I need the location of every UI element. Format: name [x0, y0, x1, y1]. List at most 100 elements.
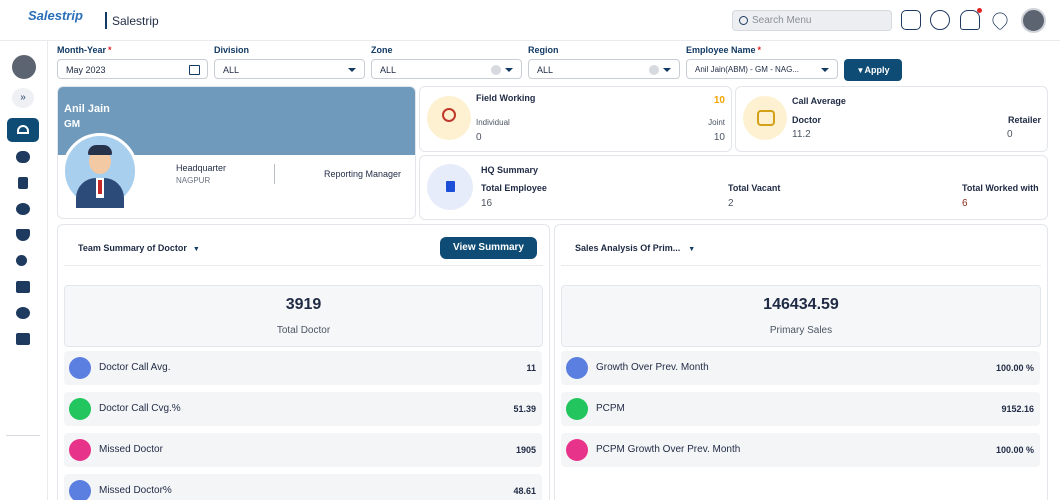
filter-label: Region — [528, 45, 559, 55]
dashboard-nav[interactable] — [7, 118, 39, 142]
item-label: Total Vacant — [728, 183, 781, 193]
card-title: Call Average — [792, 96, 846, 106]
row-label: Doctor Call Avg. — [99, 362, 171, 373]
book-icon — [446, 181, 455, 192]
pin-icon — [442, 108, 456, 122]
row-label: Doctor Call Cvg.% — [99, 403, 181, 414]
filter-value: ALL — [380, 65, 397, 75]
card-title: Field Working — [476, 93, 536, 103]
nav-settings[interactable] — [16, 255, 27, 266]
total-label: Primary Sales — [769, 325, 833, 336]
field-total: 10 — [713, 95, 725, 106]
division-select[interactable]: ALL — [214, 59, 365, 79]
field-icon — [427, 96, 471, 140]
expand-button[interactable]: » — [12, 88, 34, 108]
brand-logo[interactable]: Salestrip — [28, 8, 83, 23]
nav-shield[interactable] — [16, 229, 30, 241]
nav-like[interactable] — [16, 281, 30, 293]
required-mark: * — [757, 45, 762, 55]
row-label: Growth Over Prev. Month — [596, 362, 709, 373]
favorite-icon[interactable] — [989, 9, 1011, 31]
total-box: 3919 Total Doctor — [64, 285, 543, 347]
search-placeholder: Search Menu — [752, 15, 812, 26]
sales-dropdown[interactable]: Sales Analysis Of Prim... ▼ — [575, 243, 695, 253]
row-value: 100.00 % — [995, 445, 1034, 455]
shirt — [96, 178, 104, 198]
team-dropdown[interactable]: Team Summary of Doctor ▼ — [78, 243, 200, 253]
metric-row: Missed Doctor% 48.61 — [64, 474, 542, 500]
joint-label: Joint — [708, 118, 725, 127]
required-mark: * — [108, 45, 112, 55]
filter-label: Employee Name * — [686, 45, 761, 55]
filter-value: Anil Jain(ABM) - GM - NAG... — [695, 65, 800, 74]
row-value: 48.61 — [513, 486, 536, 496]
profile-designation: GM — [64, 119, 81, 130]
caret — [348, 68, 356, 72]
nav-pie[interactable] — [16, 203, 30, 215]
sidebar-divider — [6, 435, 40, 436]
individual-value: 0 — [476, 132, 482, 143]
metric-row: Doctor Call Cvg.% 51.39 — [64, 392, 542, 426]
apply-button[interactable]: ▼Apply — [844, 59, 902, 81]
nav-database[interactable] — [16, 151, 30, 163]
user-avatar[interactable] — [1021, 8, 1046, 33]
item-label: Total Worked with — [962, 183, 1039, 193]
divider — [105, 12, 107, 29]
metric-row: PCPM 9152.16 — [561, 392, 1040, 426]
total-label: Total Doctor — [276, 325, 331, 336]
row-value: 100.00 % — [995, 363, 1034, 373]
clear-icon[interactable] — [491, 65, 501, 75]
filter-value: ALL — [537, 65, 554, 75]
caret: ▼ — [688, 246, 696, 253]
row-value: 11 — [526, 363, 536, 373]
total-value: 3919 — [285, 296, 322, 313]
nav-sort[interactable] — [18, 177, 28, 189]
nav-report[interactable] — [16, 333, 30, 345]
metric-row: Doctor Call Avg. 11 — [64, 351, 542, 385]
calendar-icon — [189, 65, 200, 75]
caret — [505, 68, 513, 72]
chat-icon[interactable] — [930, 10, 950, 30]
zone-select[interactable]: ALL — [371, 59, 522, 79]
profile-photo — [62, 133, 138, 209]
doctor-value: 11.2 — [792, 129, 811, 140]
reporting-manager-label: Reporting Manager — [324, 169, 402, 179]
month-year-input[interactable]: May 2023 — [57, 59, 208, 79]
joint-value: 10 — [713, 132, 725, 143]
row-icon — [566, 357, 588, 379]
search-box[interactable]: Search Menu — [732, 10, 892, 31]
team-summary-panel: Team Summary of Doctor ▼ View Summary 391… — [57, 224, 550, 500]
region-select[interactable]: ALL — [528, 59, 680, 79]
hq-value: NAGPUR — [176, 176, 211, 185]
row-icon — [69, 398, 91, 420]
hq-icon — [427, 164, 473, 210]
item-value: 2 — [728, 198, 734, 209]
caret — [663, 68, 671, 72]
apply-label: Apply — [864, 65, 890, 75]
hq-summary-card: HQ Summary Total Employee 16 Total Vacan… — [419, 155, 1048, 220]
sales-analysis-panel: Sales Analysis Of Prim... ▼ 146434.59 Pri… — [554, 224, 1048, 500]
row-value: 9152.16 — [1001, 404, 1034, 414]
retailer-label: Retailer — [1007, 115, 1041, 125]
sidebar-avatar[interactable] — [12, 55, 36, 79]
notification-icon[interactable] — [960, 8, 982, 30]
app-title: Salestrip — [112, 14, 159, 28]
item-value: 16 — [481, 198, 493, 209]
divider — [274, 164, 275, 184]
employee-select[interactable]: Anil Jain(ABM) - GM - NAG... — [686, 59, 838, 79]
row-icon — [69, 439, 91, 461]
doctor-label: Doctor — [792, 115, 821, 125]
clear-icon[interactable] — [649, 65, 659, 75]
retailer-value: 0 — [1007, 129, 1013, 140]
call-icon — [743, 96, 787, 140]
view-summary-button[interactable]: View Summary — [440, 237, 537, 259]
call-average-card: Call Average Doctor 11.2 Retailer 0 — [735, 86, 1048, 152]
mail-icon[interactable] — [901, 10, 921, 30]
filter-value: May 2023 — [66, 65, 106, 75]
nav-help[interactable] — [16, 307, 30, 319]
row-icon — [69, 357, 91, 379]
row-label: Missed Doctor — [99, 444, 163, 455]
filter-label: Division — [214, 45, 250, 55]
profile-card: Anil Jain GM Headquarter NAGPUR Reportin… — [57, 86, 416, 219]
